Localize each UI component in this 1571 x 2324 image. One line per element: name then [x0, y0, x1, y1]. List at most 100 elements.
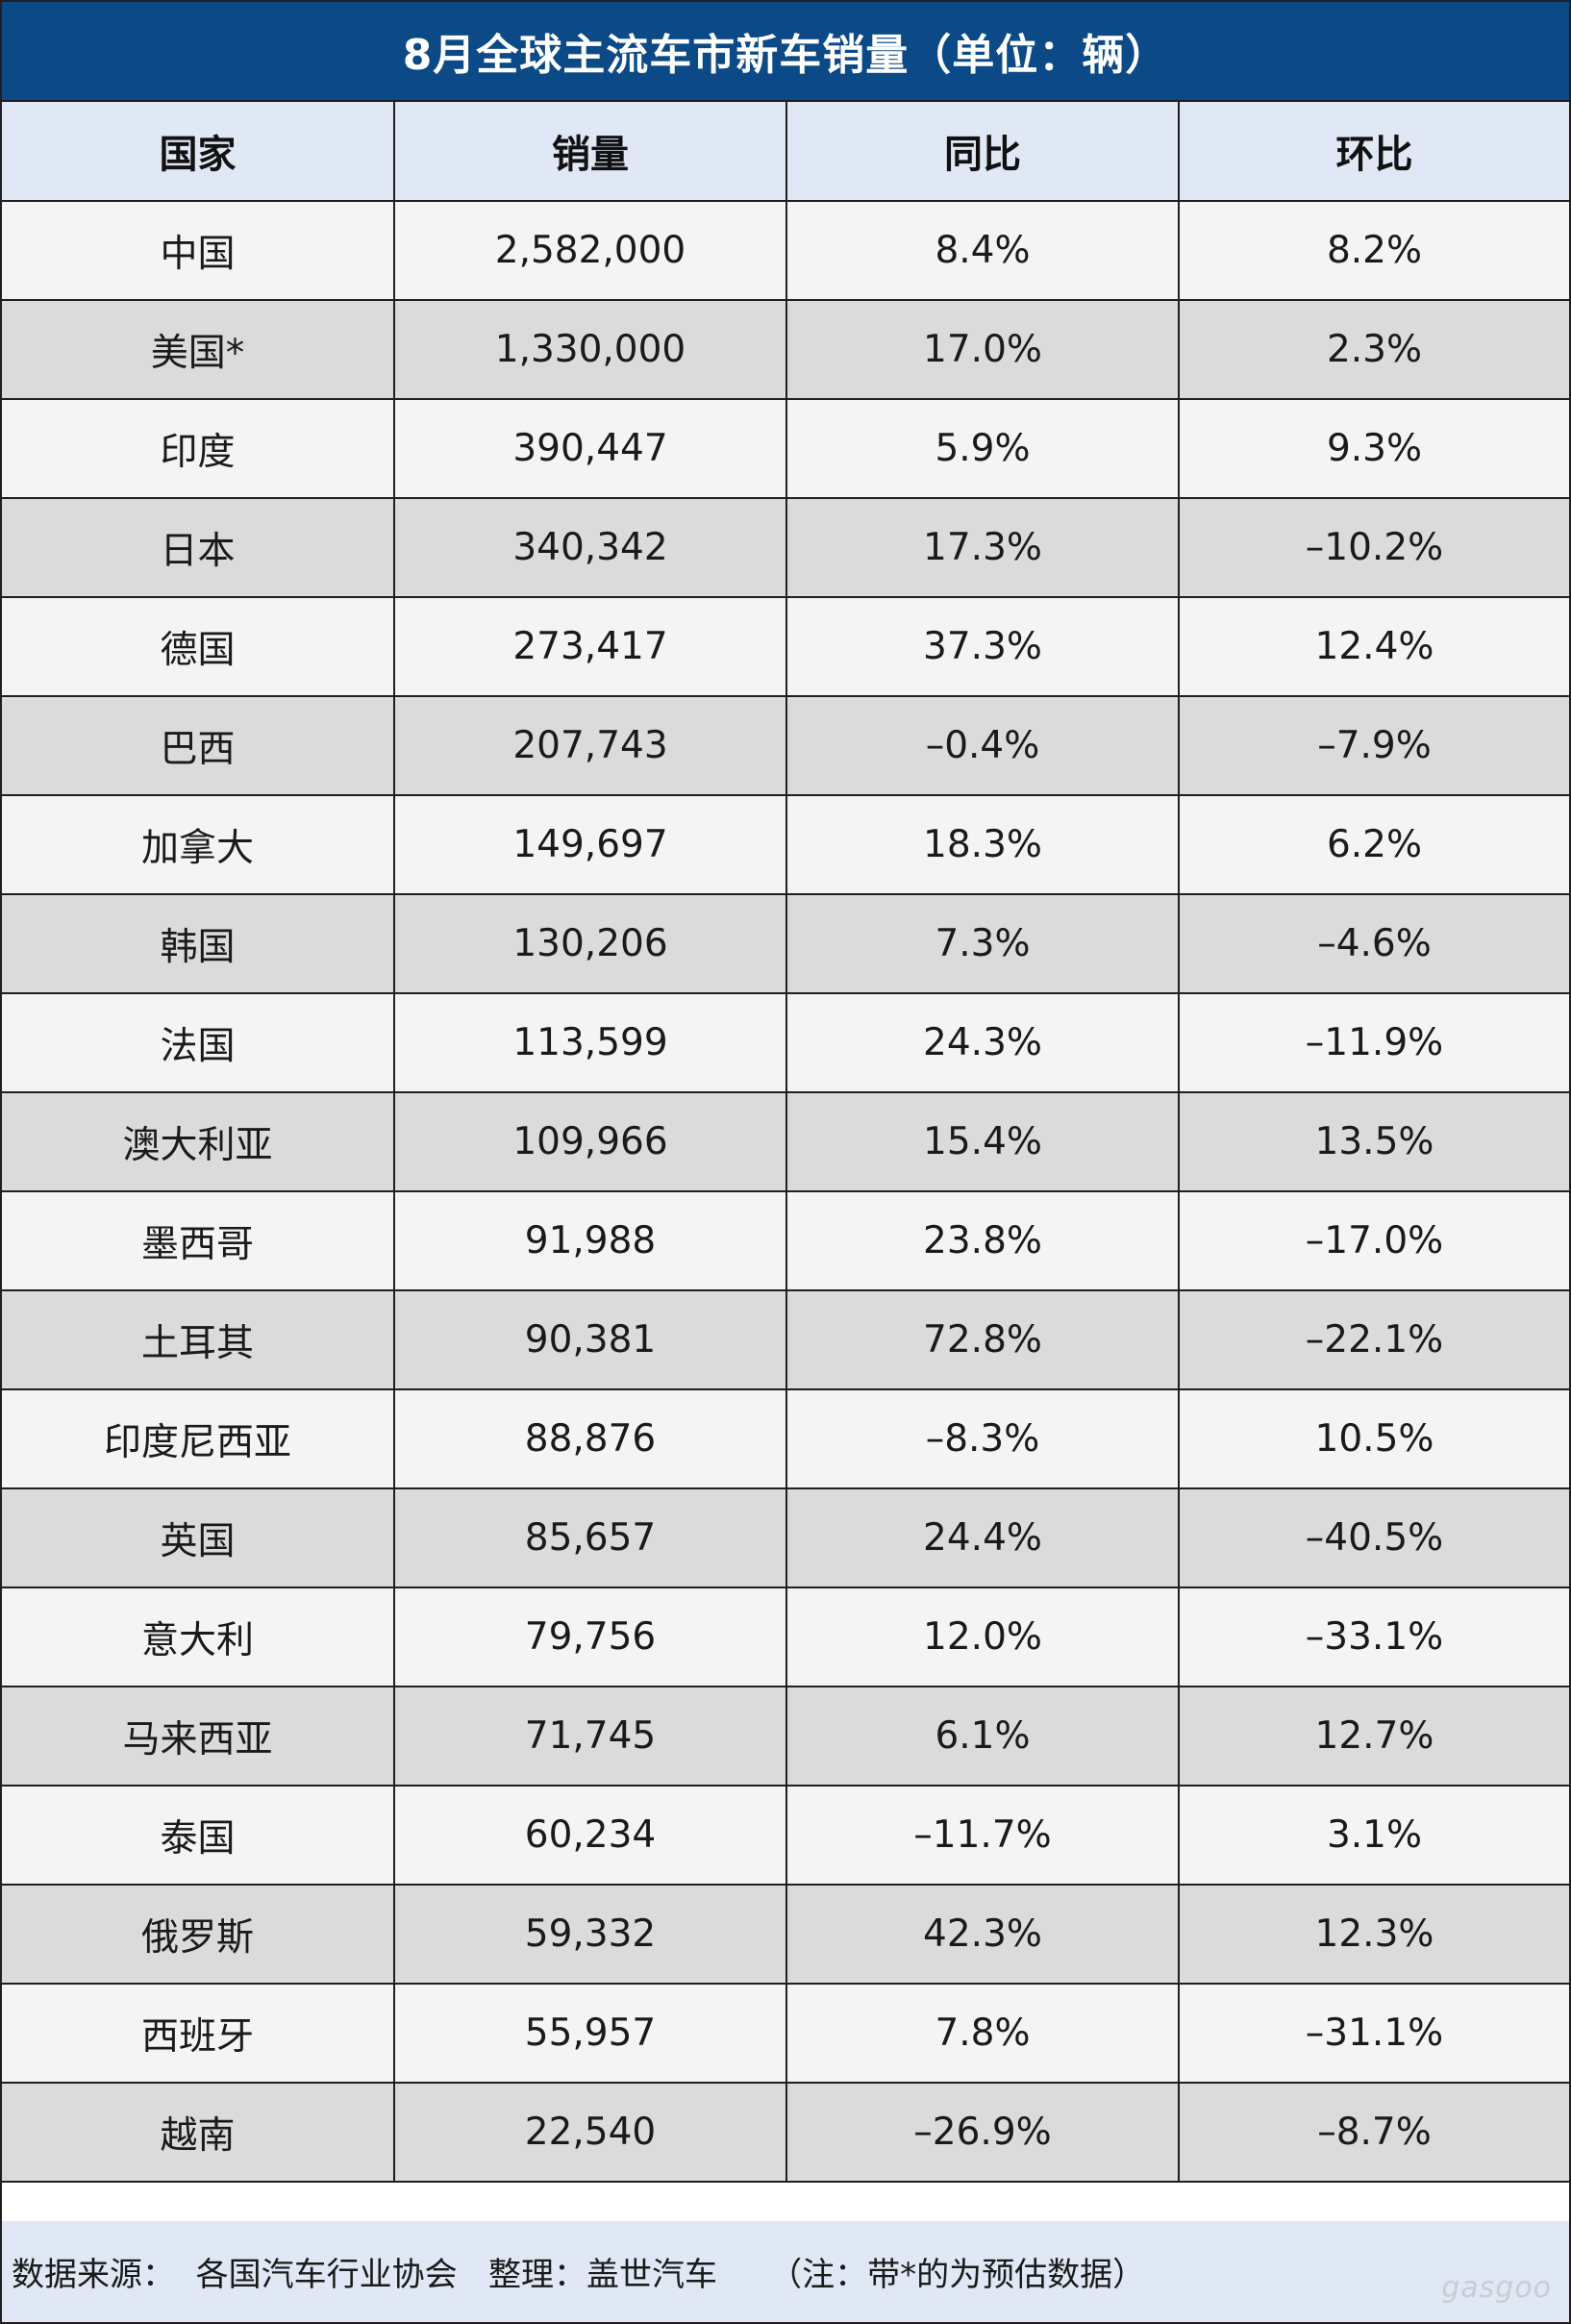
cell-sales: 340,342	[394, 498, 787, 598]
cell-sales: 207,743	[394, 696, 787, 796]
table-row: 越南 22,540 –26.9% –8.7%	[2, 2083, 1569, 2183]
table-header: 国家 销量 同比 环比	[2, 102, 1569, 202]
cell-sales: 60,234	[394, 1786, 787, 1886]
cell-mom: –10.2%	[1179, 498, 1569, 598]
cell-mom: 13.5%	[1179, 1092, 1569, 1192]
cell-sales: 273,417	[394, 597, 787, 697]
table-row: 加拿大 149,697 18.3% 6.2%	[2, 795, 1569, 895]
cell-country: 墨西哥	[2, 1191, 395, 1291]
cell-country: 英国	[2, 1488, 395, 1588]
table-row: 泰国 60,234 –11.7% 3.1%	[2, 1786, 1569, 1886]
cell-mom: 8.2%	[1179, 201, 1569, 301]
watermark-logo: gasgoo	[1441, 2271, 1552, 2305]
cell-sales: 79,756	[394, 1587, 787, 1687]
cell-mom: –40.5%	[1179, 1488, 1569, 1588]
cell-country: 巴西	[2, 696, 395, 796]
table-row: 巴西 207,743 –0.4% –7.9%	[2, 696, 1569, 796]
table-row: 印度尼西亚 88,876 –8.3% 10.5%	[2, 1389, 1569, 1489]
table-row: 美国* 1,330,000 17.0% 2.3%	[2, 300, 1569, 400]
cell-country: 中国	[2, 201, 395, 301]
cell-country: 澳大利亚	[2, 1092, 395, 1192]
cell-mom: 9.3%	[1179, 399, 1569, 499]
cell-mom: –31.1%	[1179, 1984, 1569, 2084]
table-row: 日本 340,342 17.3% –10.2%	[2, 498, 1569, 598]
cell-mom: –17.0%	[1179, 1191, 1569, 1291]
cell-mom: 2.3%	[1179, 300, 1569, 400]
cell-mom: –7.9%	[1179, 696, 1569, 796]
cell-mom: 6.2%	[1179, 795, 1569, 895]
cell-sales: 390,447	[394, 399, 787, 499]
table-row: 土耳其 90,381 72.8% –22.1%	[2, 1290, 1569, 1390]
cell-mom: –33.1%	[1179, 1587, 1569, 1687]
cell-sales: 130,206	[394, 894, 787, 994]
cell-country: 意大利	[2, 1587, 395, 1687]
cell-mom: –22.1%	[1179, 1290, 1569, 1390]
cell-sales: 90,381	[394, 1290, 787, 1390]
cell-yoy: 7.3%	[786, 894, 1180, 994]
cell-country: 俄罗斯	[2, 1885, 395, 1985]
cell-yoy: 12.0%	[786, 1587, 1180, 1687]
cell-country: 印度尼西亚	[2, 1389, 395, 1489]
cell-sales: 55,957	[394, 1984, 787, 2084]
cell-yoy: 18.3%	[786, 795, 1180, 895]
cell-country: 日本	[2, 498, 395, 598]
cell-country: 西班牙	[2, 1984, 395, 2084]
header-row: 国家 销量 同比 环比	[2, 102, 1569, 202]
cell-yoy: 23.8%	[786, 1191, 1180, 1291]
cell-country: 美国*	[2, 300, 395, 400]
cell-sales: 59,332	[394, 1885, 787, 1985]
cell-mom: 10.5%	[1179, 1389, 1569, 1489]
cell-country: 韩国	[2, 894, 395, 994]
cell-yoy: –26.9%	[786, 2083, 1180, 2183]
cell-yoy: –11.7%	[786, 1786, 1180, 1886]
cell-country: 加拿大	[2, 795, 395, 895]
header-mom: 环比	[1179, 102, 1569, 202]
cell-sales: 113,599	[394, 993, 787, 1093]
cell-sales: 109,966	[394, 1092, 787, 1192]
cell-sales: 149,697	[394, 795, 787, 895]
cell-sales: 71,745	[394, 1687, 787, 1787]
cell-country: 德国	[2, 597, 395, 697]
cell-sales: 22,540	[394, 2083, 787, 2183]
cell-yoy: 17.3%	[786, 498, 1180, 598]
table-row: 印度 390,447 5.9% 9.3%	[2, 399, 1569, 499]
cell-yoy: –8.3%	[786, 1389, 1180, 1489]
cell-yoy: 37.3%	[786, 597, 1180, 697]
header-sales: 销量	[394, 102, 787, 202]
source-footnote: 数据来源： 各国汽车行业协会 整理：盖世汽车 （注：带*的为预估数据）	[2, 2221, 1569, 2322]
cell-yoy: 5.9%	[786, 399, 1180, 499]
cell-yoy: 7.8%	[786, 1984, 1180, 2084]
cell-yoy: 72.8%	[786, 1290, 1180, 1390]
cell-mom: 12.7%	[1179, 1687, 1569, 1787]
cell-sales: 88,876	[394, 1389, 787, 1489]
cell-yoy: 6.1%	[786, 1687, 1180, 1787]
cell-yoy: 8.4%	[786, 201, 1180, 301]
table-row: 韩国 130,206 7.3% –4.6%	[2, 894, 1569, 994]
cell-mom: 12.4%	[1179, 597, 1569, 697]
table-row: 马来西亚 71,745 6.1% 12.7%	[2, 1687, 1569, 1787]
cell-country: 印度	[2, 399, 395, 499]
cell-mom: 12.3%	[1179, 1885, 1569, 1985]
cell-yoy: 24.3%	[786, 993, 1180, 1093]
table-row: 德国 273,417 37.3% 12.4%	[2, 597, 1569, 697]
header-country: 国家	[2, 102, 395, 202]
cell-country: 土耳其	[2, 1290, 395, 1390]
table-row: 英国 85,657 24.4% –40.5%	[2, 1488, 1569, 1588]
cell-yoy: 15.4%	[786, 1092, 1180, 1192]
table-row: 墨西哥 91,988 23.8% –17.0%	[2, 1191, 1569, 1291]
cell-mom: 3.1%	[1179, 1786, 1569, 1886]
cell-yoy: 42.3%	[786, 1885, 1180, 1985]
header-yoy: 同比	[786, 102, 1180, 202]
cell-yoy: 24.4%	[786, 1488, 1180, 1588]
cell-yoy: 17.0%	[786, 300, 1180, 400]
cell-mom: –4.6%	[1179, 894, 1569, 994]
cell-country: 泰国	[2, 1786, 395, 1886]
sales-table: 国家 销量 同比 环比 中国 2,582,000 8.4% 8.2% 美国* 1,330,…	[2, 102, 1569, 2183]
cell-yoy: –0.4%	[786, 696, 1180, 796]
table-row: 西班牙 55,957 7.8% –31.1%	[2, 1984, 1569, 2084]
cell-mom: –11.9%	[1179, 993, 1569, 1093]
cell-sales: 85,657	[394, 1488, 787, 1588]
cell-sales: 1,330,000	[394, 300, 787, 400]
table-row: 法国 113,599 24.3% –11.9%	[2, 993, 1569, 1093]
table-body: 中国 2,582,000 8.4% 8.2% 美国* 1,330,000 17.0% 2.3%…	[2, 201, 1569, 2183]
